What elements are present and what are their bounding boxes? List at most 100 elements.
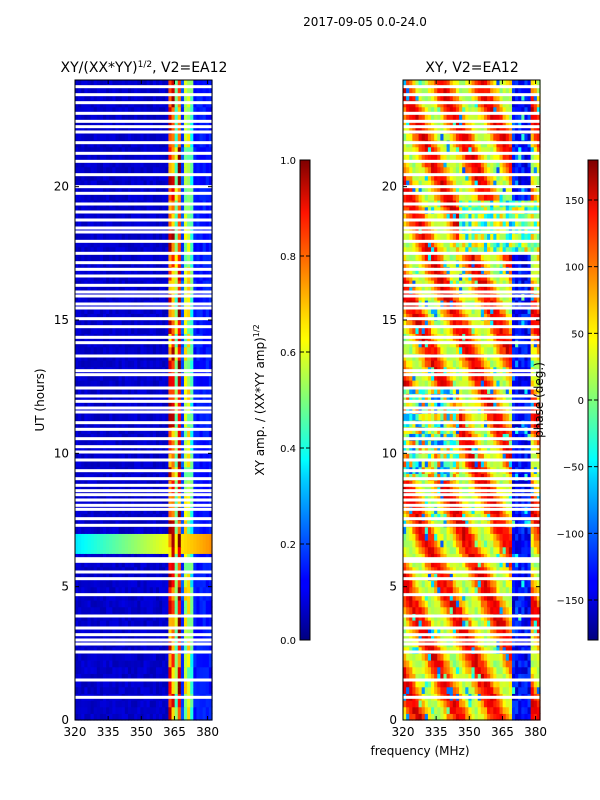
amp-heat-cell — [155, 686, 160, 694]
amp-heat-cell — [183, 440, 188, 448]
amp-heat-cell — [140, 180, 145, 188]
amp-heat-cell — [112, 633, 117, 641]
amp-heat-cell — [103, 593, 107, 601]
amp-heat-cell — [171, 286, 176, 294]
amp-heat-cell — [103, 113, 107, 121]
phase-heat-cell — [446, 626, 451, 634]
amp-heat-cell — [131, 626, 135, 634]
amp-heat-cell — [99, 120, 104, 128]
amp-heat-cell — [177, 500, 182, 508]
amp-heat-cell — [134, 706, 138, 714]
phase-heat-cell — [480, 633, 485, 641]
amp-heat-cell — [208, 226, 213, 234]
amp-heat-cell — [103, 520, 107, 528]
amp-heat-cell — [78, 326, 82, 334]
amp-heat-cell — [118, 233, 123, 241]
amp-heat-cell — [118, 533, 123, 541]
amp-heat-cell — [168, 593, 173, 601]
phase-heat-cell — [462, 673, 466, 681]
amp-heat-cell — [196, 120, 201, 128]
amp-heat-cell — [103, 560, 107, 568]
phase-heat-cell — [415, 653, 420, 661]
amp-heat-cell — [152, 540, 157, 548]
phase-heat-cell — [530, 646, 535, 654]
phase-heat-cell — [462, 653, 466, 661]
amp-heat-cell — [193, 513, 198, 521]
amp-heatmap — [75, 80, 213, 721]
amp-heat-cell — [99, 166, 104, 174]
amp-heat-cell — [193, 153, 198, 161]
amp-heat-cell — [168, 673, 173, 681]
amp-heat-cell — [177, 233, 182, 241]
phase-heat-cell — [499, 646, 504, 654]
amp-heat-cell — [208, 180, 213, 188]
amp-heat-cell — [87, 146, 92, 154]
amp-heat-cell — [78, 533, 82, 541]
amp-heat-cell — [155, 520, 160, 528]
amp-heat-cell — [162, 240, 166, 248]
amp-heat-cell — [140, 80, 145, 88]
amp-heat-cell — [187, 633, 191, 641]
amp-heat-cell — [137, 673, 141, 681]
amp-heat-cell — [190, 540, 194, 548]
amp-heat-cell — [78, 360, 82, 368]
amp-heat-cell — [75, 606, 79, 614]
amp-heat-cell — [127, 246, 132, 254]
amp-heat-cell — [81, 113, 85, 121]
amp-heat-cell — [106, 500, 110, 508]
phase-heat-cell — [508, 713, 513, 721]
amp-heat-cell — [90, 400, 95, 408]
phase-heat-cell — [415, 673, 420, 681]
phase-heat-cell — [449, 620, 454, 628]
amp-heat-cell — [202, 406, 207, 414]
amp-heat-cell — [177, 653, 182, 661]
amp-heat-cell — [137, 133, 141, 141]
amp-heat-cell — [140, 206, 145, 214]
amp-heat-cell — [196, 533, 201, 541]
amp-heat-cell — [187, 80, 191, 88]
amp-heat-cell — [208, 706, 213, 714]
amp-heat-cell — [109, 633, 113, 641]
amp-heat-cell — [99, 453, 104, 461]
amp-heat-cell — [109, 626, 113, 634]
phase-heat-cell — [511, 700, 516, 708]
amp-heat-cell — [131, 573, 135, 581]
amp-heat-gap — [75, 614, 212, 618]
phase-heat-cell — [477, 706, 482, 714]
amp-heat-cell — [165, 433, 170, 441]
amp-heat-cell — [174, 526, 179, 534]
amp-heat-cell — [78, 413, 82, 421]
amp-heat-cell — [143, 433, 148, 441]
amp-heat-cell — [124, 586, 129, 594]
amp-heat-cell — [75, 86, 79, 94]
amp-heat-cell — [165, 453, 170, 461]
amp-heat-cell — [131, 400, 135, 408]
amp-heat-cell — [127, 106, 132, 114]
amp-heat-cell — [183, 233, 188, 241]
amp-heat-cell — [183, 186, 188, 194]
amp-heat-cell — [152, 513, 157, 521]
phase-heat-cell — [440, 713, 445, 721]
amp-heat-cell — [205, 280, 210, 288]
amp-heat-cell — [93, 120, 98, 128]
amp-heat-cell — [146, 113, 151, 121]
phase-heat-cell — [474, 700, 479, 708]
amp-heat-cell — [127, 633, 132, 641]
amp-heat-cell — [140, 106, 145, 114]
amp-heat-cell — [205, 473, 210, 481]
amp-heat-cell — [199, 233, 204, 241]
amp-heat-cell — [99, 686, 104, 694]
amp-heat-cell — [112, 173, 117, 181]
amp-heat-cell — [190, 460, 194, 468]
amp-heat-cell — [115, 660, 120, 668]
amp-heat-cell — [87, 460, 92, 468]
amp-heat-cell — [93, 713, 98, 721]
amp-heat-cell — [208, 633, 213, 641]
amp-heat-cell — [93, 380, 98, 388]
amp-heat-cell — [124, 700, 129, 708]
amp-heat-cell — [118, 460, 123, 468]
amp-heat-cell — [93, 646, 98, 654]
phase-heat-cell — [446, 680, 451, 688]
amp-heat-cell — [93, 253, 98, 261]
amp-heat-cell — [106, 633, 110, 641]
